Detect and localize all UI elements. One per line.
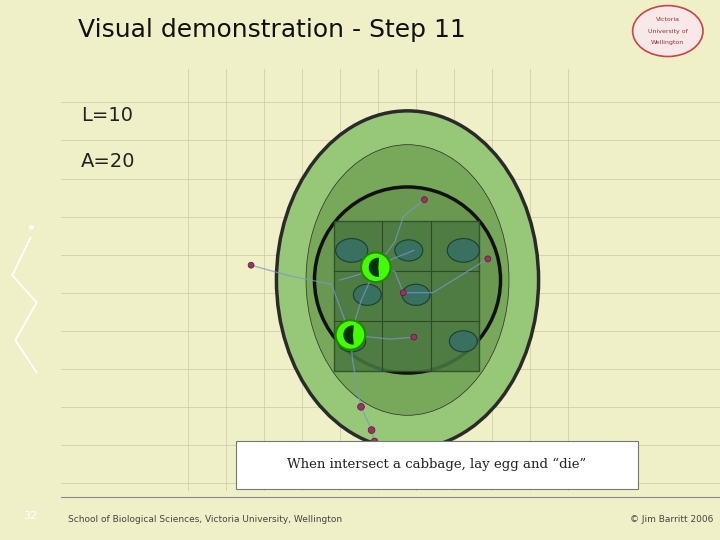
Ellipse shape <box>338 330 366 352</box>
Text: A=20: A=20 <box>81 152 135 171</box>
Bar <box>333 221 480 371</box>
Circle shape <box>336 320 365 350</box>
Ellipse shape <box>449 330 477 352</box>
Circle shape <box>421 197 428 202</box>
Ellipse shape <box>395 240 423 261</box>
Text: 32: 32 <box>24 511 37 521</box>
Text: L=10: L=10 <box>81 106 133 125</box>
Ellipse shape <box>633 5 703 57</box>
Ellipse shape <box>306 145 509 415</box>
Circle shape <box>371 438 378 445</box>
Text: School of Biological Sciences, Victoria University, Wellington: School of Biological Sciences, Victoria … <box>68 515 342 524</box>
Circle shape <box>361 253 390 282</box>
Wedge shape <box>369 258 379 277</box>
Circle shape <box>248 262 254 268</box>
Text: When intersect a cabbage, lay egg and “die”: When intersect a cabbage, lay egg and “d… <box>287 458 586 471</box>
Text: Wellington: Wellington <box>651 40 685 45</box>
Circle shape <box>368 427 375 434</box>
Text: University of: University of <box>648 29 688 33</box>
Text: Visual demonstration - Step 11: Visual demonstration - Step 11 <box>78 18 465 42</box>
Circle shape <box>358 403 364 410</box>
Ellipse shape <box>402 284 430 305</box>
Circle shape <box>315 187 500 373</box>
Text: Victoria: Victoria <box>656 17 680 22</box>
Ellipse shape <box>447 239 480 262</box>
Wedge shape <box>343 325 354 345</box>
Text: © Jim Barritt 2006: © Jim Barritt 2006 <box>630 515 714 524</box>
Circle shape <box>411 334 417 340</box>
Ellipse shape <box>336 239 368 262</box>
FancyBboxPatch shape <box>235 441 638 489</box>
Circle shape <box>485 256 491 262</box>
Ellipse shape <box>354 284 382 305</box>
Circle shape <box>400 290 406 295</box>
Ellipse shape <box>276 111 539 449</box>
